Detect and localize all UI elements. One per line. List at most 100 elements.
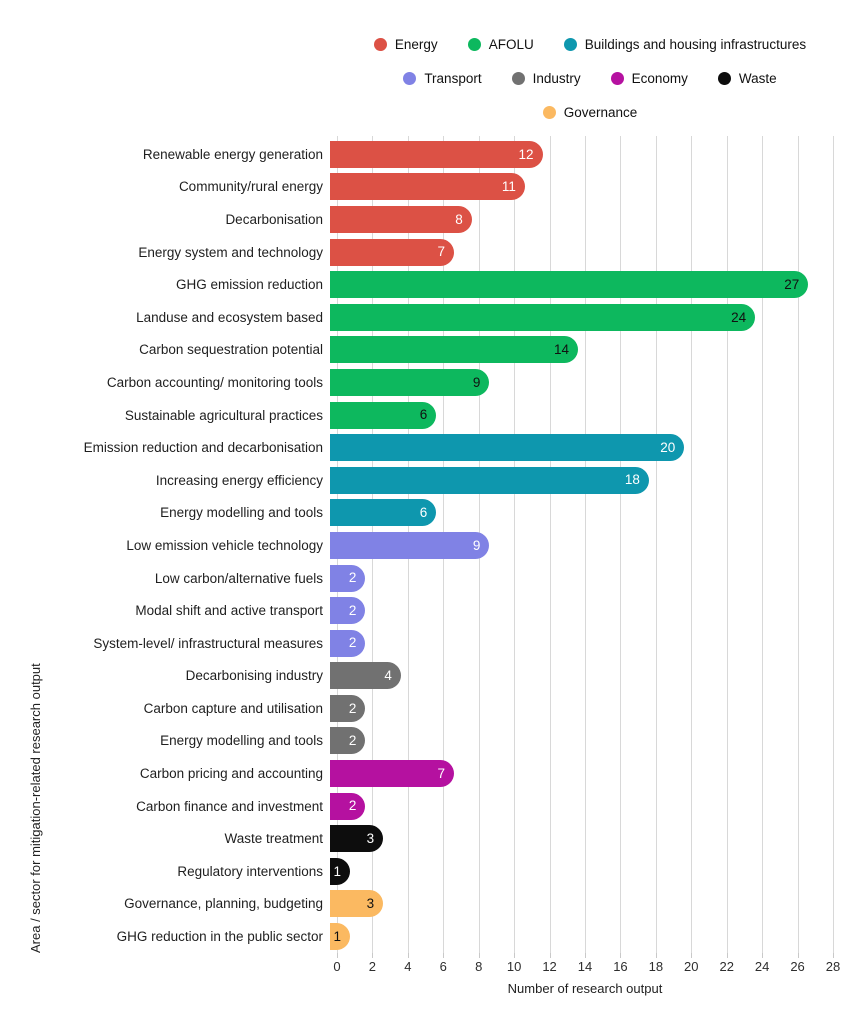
gridline — [691, 136, 693, 953]
table-row: Emission reduction and decarbonisation 20 — [0, 431, 833, 464]
category-label: Low emission vehicle technology — [126, 537, 323, 553]
bar-track: 9 — [330, 531, 826, 559]
x-axis-tickmark — [549, 953, 551, 958]
legend-item-label: Industry — [532, 71, 581, 86]
table-row: Modal shift and active transport 2 — [0, 594, 833, 627]
bar: 11 — [330, 173, 525, 201]
category-label: Increasing energy efficiency — [155, 472, 323, 488]
x-axis-tick-label: 20 — [684, 959, 699, 974]
bar-value-label: 27 — [784, 276, 800, 292]
legend-item-label: Buildings and housing infrastructures — [584, 37, 807, 52]
y-axis-title: Area / sector for mitigation-related res… — [28, 663, 43, 953]
table-row: System-level/ infrastructural measures 2 — [0, 627, 833, 660]
table-row: GHG emission reduction 27 — [0, 268, 833, 301]
bar: 7 — [330, 238, 454, 266]
table-row: Low emission vehicle technology 9 — [0, 529, 833, 562]
x-axis-ticks: 0 2 4 6 8 10 12 14 16 18 20 22 24 26 28 — [333, 959, 840, 975]
category-label: Carbon sequestration potential — [139, 342, 323, 358]
category-label: Energy modelling and tools — [160, 505, 323, 521]
x-axis-tick-label: 0 — [333, 959, 341, 974]
bar: 4 — [330, 662, 401, 690]
category-label: GHG reduction in the public sector — [116, 929, 323, 945]
bar: 2 — [330, 564, 366, 592]
bar: 2 — [330, 727, 366, 755]
category-label: Sustainable agricultural practices — [124, 407, 323, 423]
legend-item-economy: Economy — [610, 71, 688, 86]
bar-value-label: 11 — [501, 179, 516, 195]
bar: 8 — [330, 205, 472, 233]
table-row: Carbon sequestration potential 14 — [0, 334, 833, 367]
bar-value-label: 2 — [348, 798, 357, 814]
category-label: System-level/ infrastructural measures — [93, 635, 323, 651]
table-row: GHG reduction in the public sector 1 — [0, 920, 833, 953]
legend-row: Energy AFOLU Buildings and housing infrast… — [337, 34, 843, 55]
category-label: Modal shift and active transport — [135, 603, 323, 619]
bar-value-label: 7 — [437, 765, 445, 781]
bar-value-label: 3 — [366, 831, 375, 847]
legend-dot-icon — [717, 72, 731, 85]
bar-track: 27 — [330, 271, 826, 299]
x-axis-tickmark — [514, 953, 516, 958]
legend-dot-icon — [542, 106, 556, 119]
bar-value-label: 18 — [624, 472, 640, 488]
x-axis-tickmark — [655, 953, 657, 958]
legend-row: Governance — [337, 102, 843, 123]
category-label: Energy system and technology — [138, 244, 323, 260]
bar-value-label: 2 — [348, 700, 357, 716]
bar-value-label: 1 — [333, 863, 341, 879]
legend-item-transport: Transport — [403, 71, 482, 86]
gridline — [762, 136, 764, 953]
bar-value-label: 6 — [419, 505, 428, 521]
x-axis-tick-label: 12 — [542, 959, 557, 974]
category-label: Decarbonisation — [225, 211, 323, 227]
legend-item-energy: Energy — [373, 37, 438, 52]
x-axis-tick-label: 6 — [439, 959, 447, 974]
bar-rows: Renewable energy generation 12 Community/r… — [0, 138, 833, 953]
bar-value-label: 1 — [333, 928, 341, 944]
x-axis-tickmark — [691, 953, 693, 958]
gridline — [655, 136, 657, 953]
bar-track: 3 — [330, 825, 826, 853]
bar: 7 — [330, 760, 454, 788]
bar-track: 3 — [330, 890, 826, 918]
table-row: Low carbon/alternative fuels 2 — [0, 562, 833, 595]
table-row: Carbon accounting/ monitoring tools 9 — [0, 366, 833, 399]
bar: 20 — [330, 434, 685, 462]
category-label: Governance, planning, budgeting — [124, 896, 323, 912]
bar-track: 7 — [330, 760, 826, 788]
bar-value-label: 2 — [348, 570, 357, 586]
x-axis-tick-label: 24 — [754, 959, 770, 974]
table-row: Energy modelling and tools 6 — [0, 497, 833, 530]
bar: 3 — [330, 890, 384, 918]
x-axis-tick-label: 18 — [648, 959, 664, 974]
legend-dot-icon — [610, 72, 624, 85]
legend-item-buildings-and-housing-infrastructures: Buildings and housing infrastructures — [563, 37, 807, 52]
gridline — [514, 136, 516, 953]
x-axis-tickmark — [797, 953, 799, 958]
bar-value-label: 2 — [348, 733, 357, 749]
legend-item-label: Transport — [424, 71, 482, 86]
legend-item-label: Governance — [563, 105, 638, 120]
x-axis-tickmark — [372, 953, 374, 958]
table-row: Decarbonising industry 4 — [0, 660, 833, 693]
x-axis-tickmark — [407, 953, 409, 958]
bar-track: 8 — [330, 205, 826, 233]
table-row: Carbon finance and investment 2 — [0, 790, 833, 823]
category-label: Carbon finance and investment — [136, 798, 323, 814]
bar-track: 4 — [330, 662, 826, 690]
bar: 2 — [330, 694, 366, 722]
legend-dot-icon — [403, 72, 417, 85]
category-label: Landuse and ecosystem based — [136, 309, 323, 325]
table-row: Energy system and technology 7 — [0, 236, 833, 269]
category-label: Decarbonising industry — [185, 668, 323, 684]
x-axis-tickmark — [443, 953, 445, 958]
bar-value-label: 2 — [348, 635, 357, 651]
category-label: Community/rural energy — [178, 179, 323, 195]
bar: 2 — [330, 792, 366, 820]
category-label: Waste treatment — [224, 831, 323, 847]
category-label: Carbon pricing and accounting — [139, 766, 323, 782]
x-axis-tick-label: 2 — [368, 959, 377, 974]
table-row: Waste treatment 3 — [0, 822, 833, 855]
bar-value-label: 24 — [731, 309, 747, 325]
